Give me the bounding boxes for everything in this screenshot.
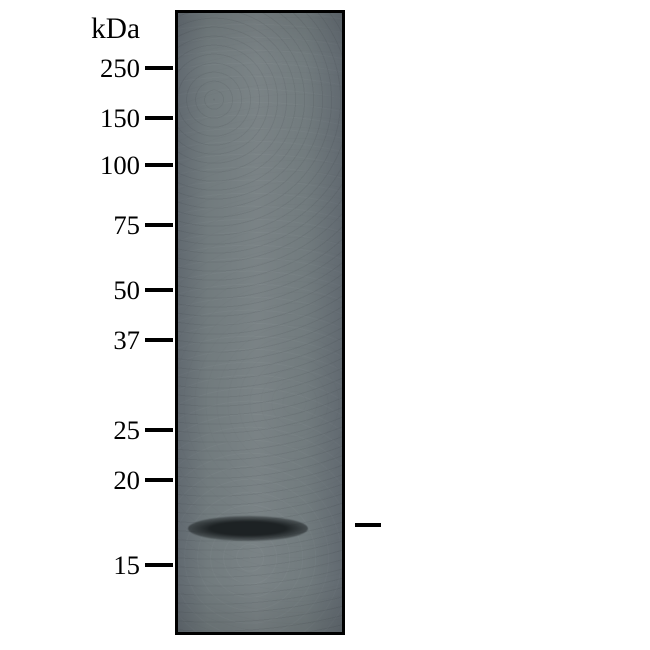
mw-tick [145, 116, 173, 120]
band-indicator-right [355, 523, 381, 527]
mw-label: 25 [80, 417, 140, 444]
mw-label: 150 [80, 105, 140, 132]
mw-tick [145, 288, 173, 292]
mw-tick [145, 66, 173, 70]
mw-tick [145, 223, 173, 227]
mw-label: 15 [80, 552, 140, 579]
mw-label: 75 [80, 212, 140, 239]
mw-label: 20 [80, 467, 140, 494]
blot-frame [175, 10, 345, 635]
mw-tick [145, 428, 173, 432]
mw-label: 37 [80, 327, 140, 354]
mw-tick [145, 338, 173, 342]
mw-tick [145, 163, 173, 167]
mw-label: 50 [80, 277, 140, 304]
mw-tick [145, 563, 173, 567]
axis-unit-label: kDa [80, 15, 140, 44]
mw-tick [145, 478, 173, 482]
mw-label: 250 [80, 55, 140, 82]
detected-band [188, 516, 308, 541]
mw-label: 100 [80, 152, 140, 179]
western-blot-figure: kDa 250 150 100 75 50 37 25 20 15 [0, 0, 650, 650]
